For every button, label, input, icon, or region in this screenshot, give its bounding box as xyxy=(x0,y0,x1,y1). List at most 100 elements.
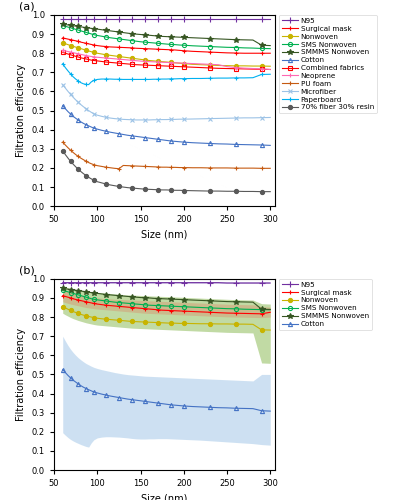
SMS Nonwoven xyxy=(71,26,76,32)
SMS Nonwoven xyxy=(216,44,221,50)
70% fiber 30% resin xyxy=(225,188,230,194)
70% fiber 30% resin xyxy=(268,188,273,194)
Neoprene xyxy=(250,66,255,71)
Neoprene xyxy=(134,58,139,64)
Nonwoven xyxy=(142,57,147,63)
SMS Nonwoven xyxy=(225,306,230,312)
SMMMS Nonwoven xyxy=(134,31,139,37)
Surgical mask xyxy=(92,42,97,48)
Cotton xyxy=(225,405,230,411)
N95 xyxy=(89,280,94,285)
Microfiber xyxy=(177,116,182,122)
N95 xyxy=(116,16,121,22)
N95 xyxy=(250,280,255,286)
Surgical mask xyxy=(259,50,264,56)
PU foam xyxy=(173,164,178,170)
Combined fabrics xyxy=(108,60,113,66)
SMMMS Nonwoven xyxy=(81,288,86,294)
PU foam xyxy=(177,164,182,170)
Surgical mask xyxy=(216,50,221,56)
Neoprene xyxy=(63,48,68,54)
Nonwoven xyxy=(138,56,143,62)
Cotton xyxy=(250,406,255,411)
PU foam xyxy=(160,164,165,170)
Nonwoven xyxy=(207,62,212,68)
70% fiber 30% resin xyxy=(181,188,186,194)
N95 xyxy=(129,280,134,285)
Nonwoven xyxy=(142,319,147,325)
PU foam xyxy=(142,164,147,170)
Surgical mask xyxy=(112,303,117,309)
PU foam xyxy=(81,156,86,162)
Surgical mask xyxy=(216,310,221,316)
Combined fabrics xyxy=(65,51,70,57)
Combined fabrics xyxy=(92,58,97,64)
70% fiber 30% resin xyxy=(63,152,68,158)
Neoprene xyxy=(168,60,173,66)
Paperboard xyxy=(242,75,247,81)
Y-axis label: Filtration efficiency: Filtration efficiency xyxy=(16,328,26,421)
Nonwoven xyxy=(78,312,83,318)
Combined fabrics xyxy=(147,62,152,68)
N95 xyxy=(250,16,255,22)
Nonwoven xyxy=(160,58,165,64)
70% fiber 30% resin xyxy=(138,186,143,192)
Combined fabrics xyxy=(181,64,186,70)
Line: SMMMS Nonwoven: SMMMS Nonwoven xyxy=(60,22,273,48)
Paperboard xyxy=(95,76,100,82)
SMS Nonwoven xyxy=(99,33,104,39)
SMMMS Nonwoven xyxy=(198,298,203,304)
N95 xyxy=(99,16,104,22)
Nonwoven xyxy=(129,55,134,61)
PU foam xyxy=(134,163,139,169)
SMMMS Nonwoven xyxy=(250,37,255,43)
Combined fabrics xyxy=(242,66,247,72)
Surgical mask xyxy=(242,310,247,316)
Surgical mask xyxy=(160,46,165,52)
SMS Nonwoven xyxy=(81,294,86,300)
N95 xyxy=(151,16,156,22)
N95 xyxy=(147,16,152,22)
Legend: N95, Surgical mask, Nonwoven, SMS Nonwoven, SMMMS Nonwoven, Cotton: N95, Surgical mask, Nonwoven, SMS Nonwov… xyxy=(279,279,371,330)
N95 xyxy=(142,16,147,22)
Cotton xyxy=(76,381,81,387)
Surgical mask xyxy=(160,307,165,313)
Cotton xyxy=(73,379,78,385)
Line: Paperboard: Paperboard xyxy=(61,62,272,86)
PU foam xyxy=(65,144,70,150)
N95 xyxy=(268,16,273,22)
Nonwoven xyxy=(151,58,156,64)
Cotton xyxy=(160,400,165,406)
Paperboard xyxy=(134,76,139,82)
Microfiber xyxy=(250,115,255,121)
Cotton xyxy=(71,114,76,119)
Cotton xyxy=(173,138,178,144)
SMMMS Nonwoven xyxy=(151,32,156,38)
Paperboard xyxy=(71,74,76,80)
SMS Nonwoven xyxy=(84,30,89,36)
Nonwoven xyxy=(73,310,78,316)
Surgical mask xyxy=(151,46,156,52)
N95 xyxy=(86,280,91,285)
Microfiber xyxy=(121,116,126,122)
Cotton xyxy=(181,139,186,145)
SMS Nonwoven xyxy=(125,37,130,43)
PU foam xyxy=(125,162,130,168)
SMS Nonwoven xyxy=(164,303,169,309)
Microfiber xyxy=(86,108,91,114)
Cotton xyxy=(164,138,169,143)
SMS Nonwoven xyxy=(92,296,97,302)
70% fiber 30% resin xyxy=(60,148,65,154)
Cotton xyxy=(129,396,134,402)
Paperboard xyxy=(168,76,173,82)
Line: Nonwoven: Nonwoven xyxy=(61,40,272,68)
SMS Nonwoven xyxy=(181,42,186,48)
Surgical mask xyxy=(250,310,255,316)
Nonwoven xyxy=(99,51,104,57)
Surgical mask xyxy=(134,46,139,52)
Nonwoven xyxy=(151,320,156,326)
Cotton xyxy=(84,386,89,392)
SMS Nonwoven xyxy=(68,25,73,31)
Combined fabrics xyxy=(134,62,139,68)
70% fiber 30% resin xyxy=(155,186,160,192)
